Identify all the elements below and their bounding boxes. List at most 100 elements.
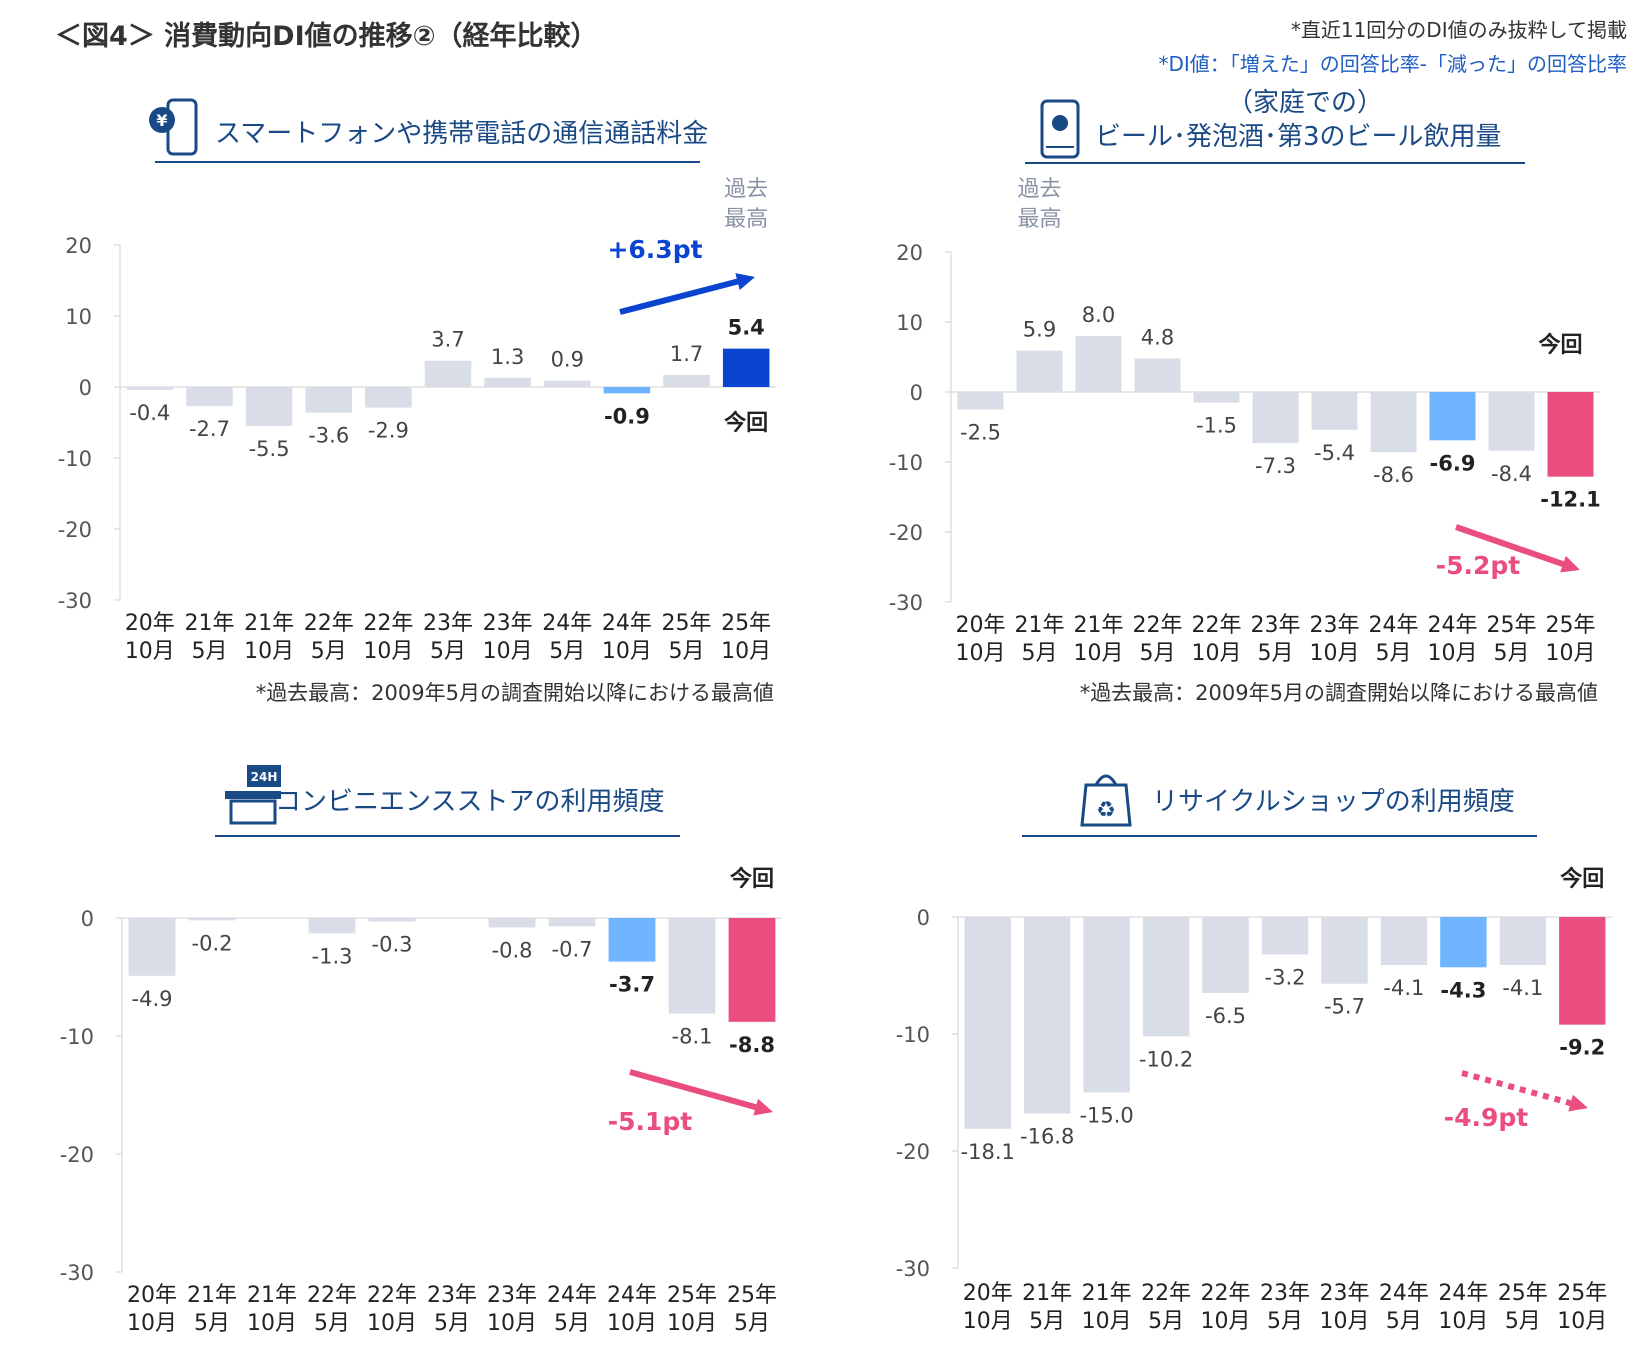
current-label: 今回	[1560, 866, 1604, 892]
x-tick-label: 10月	[367, 1311, 417, 1336]
bar	[1370, 392, 1417, 453]
bar	[1252, 392, 1299, 444]
past-max-label: 過去	[1017, 177, 1061, 202]
change-label: -4.9pt	[1444, 1103, 1529, 1132]
x-tick-label: 25年	[1557, 1281, 1607, 1306]
y-tick-label: 0	[81, 907, 94, 931]
data-label: 4.8	[1141, 325, 1174, 349]
bar	[1321, 917, 1368, 984]
bar	[1023, 917, 1071, 1114]
x-tick-label: 22年	[304, 611, 354, 636]
data-label: 1.7	[670, 342, 703, 366]
change-arrow	[629, 1069, 760, 1111]
x-tick-label: 5月	[1022, 641, 1058, 666]
svg-text:¥: ¥	[156, 111, 167, 130]
x-tick-label: 21年	[1082, 1281, 1132, 1306]
x-tick-label: 10月	[1438, 1309, 1488, 1334]
x-tick-label: 10月	[607, 1311, 657, 1336]
data-label: -10.2	[1139, 1047, 1193, 1071]
bar	[186, 387, 233, 407]
x-tick-label: 25年	[662, 611, 712, 636]
x-tick-label: 10月	[1428, 641, 1478, 666]
y-tick-label: -20	[896, 1140, 930, 1164]
data-label: 1.3	[491, 345, 524, 369]
y-tick-label: -30	[896, 1257, 930, 1281]
bar	[1142, 917, 1190, 1037]
data-label: -3.2	[1265, 965, 1306, 989]
data-label: 5.4	[728, 316, 765, 340]
chart-4: リサイクルショップの利用頻度 ♻ 0 -10 -20 -30 -18.1 20年 10月 -16.…	[896, 774, 1612, 1334]
chart-heading-line1: （家庭での）	[1227, 88, 1383, 118]
x-tick-label: 22年	[363, 611, 413, 636]
data-label: -5.7	[1324, 995, 1365, 1019]
x-tick-label: 21年	[244, 611, 294, 636]
x-tick-label: 25年	[1546, 613, 1596, 638]
bar	[1016, 350, 1063, 392]
note-recent-11: *直近11回分のDI値のみ抜粋して掲載	[1290, 18, 1627, 42]
x-tick-label: 5月	[1505, 1309, 1541, 1334]
data-label: -0.9	[604, 404, 650, 428]
x-tick-label: 24年	[547, 1283, 597, 1308]
x-tick-label: 5月	[314, 1311, 350, 1336]
current-label: 今回	[1538, 332, 1582, 358]
note-di-definition: *DI値：「増えた」の回答比率-「減った」の回答比率	[1158, 52, 1627, 76]
x-tick-label: 23年	[483, 611, 533, 636]
y-tick-label: -10	[58, 447, 92, 471]
x-tick-label: 10月	[483, 639, 533, 664]
x-tick-label: 24年	[1428, 613, 1478, 638]
x-tick-label: 21年	[247, 1283, 297, 1308]
x-tick-label: 5月	[1386, 1309, 1422, 1334]
y-tick-label: 0	[910, 381, 923, 405]
chart-heading: リサイクルショップの利用頻度	[1152, 787, 1515, 817]
data-label: -7.3	[1255, 454, 1296, 478]
x-tick-label: 22年	[1201, 1281, 1251, 1306]
current-label: 今回	[730, 866, 774, 892]
data-label: -3.6	[308, 424, 349, 448]
bar	[1429, 392, 1476, 441]
bar	[668, 918, 716, 1014]
recycle-bag-icon: ♻	[1080, 774, 1132, 827]
bar	[1547, 392, 1594, 477]
bar	[484, 377, 531, 387]
data-label: -0.3	[372, 933, 413, 957]
change-arrowhead	[1568, 1094, 1588, 1112]
figure-title: ＜図4＞ 消費動向DI値の推移②（経年比較）	[55, 21, 598, 52]
x-tick-label: 21年	[1015, 613, 1065, 638]
y-tick-label: -30	[58, 589, 92, 613]
data-label: -2.5	[960, 421, 1001, 445]
bar	[1083, 917, 1130, 1093]
x-tick-label: 25年	[727, 1283, 777, 1308]
x-tick-label: 5月	[434, 1311, 470, 1336]
x-tick-label: 23年	[1319, 1281, 1369, 1306]
data-label: -12.1	[1540, 488, 1601, 512]
change-label: +6.3pt	[607, 235, 702, 264]
x-tick-label: 10月	[1201, 1309, 1251, 1334]
past-max-label: 過去	[724, 177, 768, 202]
data-label: 5.9	[1023, 318, 1056, 342]
x-tick-label: 10月	[1074, 641, 1124, 666]
bar	[1559, 917, 1606, 1025]
data-label: -0.8	[492, 938, 533, 962]
svg-text:♻: ♻	[1096, 798, 1116, 823]
x-tick-label: 23年	[423, 611, 473, 636]
chart-footnote: *過去最高：2009年5月の調査開始以降における最高値	[256, 681, 774, 705]
data-label: 8.0	[1082, 303, 1115, 327]
y-tick-label: -20	[60, 1143, 94, 1167]
x-tick-label: 5月	[1140, 641, 1176, 666]
bar	[964, 917, 1011, 1129]
data-label: -16.8	[1020, 1125, 1074, 1149]
data-label: 3.7	[431, 328, 464, 352]
change-arrowhead	[753, 1098, 773, 1116]
bar	[368, 918, 416, 922]
y-tick-label: 0	[917, 906, 930, 930]
data-label: -0.2	[192, 931, 233, 955]
data-label: -8.8	[729, 1033, 775, 1057]
chart-heading: スマートフォンや携帯電話の通信通話料金	[215, 119, 708, 149]
x-tick-label: 24年	[602, 611, 652, 636]
bar	[663, 374, 710, 387]
x-tick-label: 20年	[956, 613, 1006, 638]
x-tick-label: 5月	[554, 1311, 590, 1336]
data-label: -9.2	[1559, 1036, 1605, 1060]
y-tick-label: 10	[896, 311, 923, 335]
